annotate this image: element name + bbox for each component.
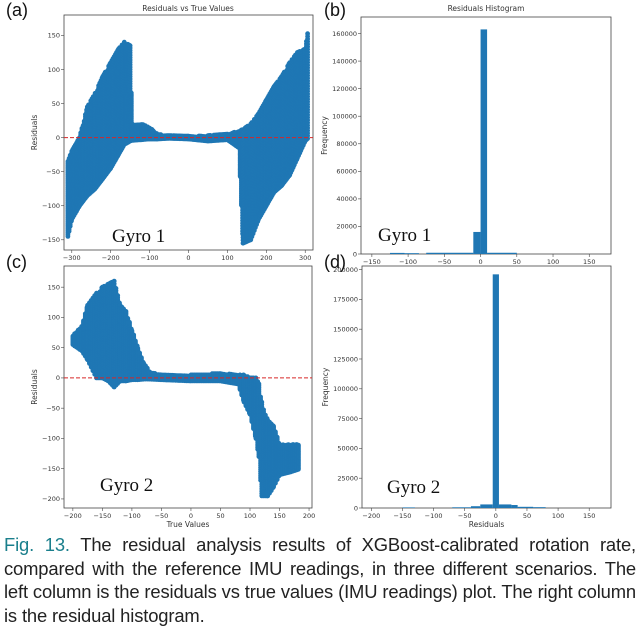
scatter-point [128, 90, 134, 96]
panel-a: −300 −200 −100 0 100 200 300−150−100−500501001… [6, 0, 314, 262]
scatter-point [127, 43, 133, 49]
data-marks [65, 31, 310, 246]
figure: −300 −200 −100 0 100 200 300−150−100−500501001… [6, 0, 612, 529]
